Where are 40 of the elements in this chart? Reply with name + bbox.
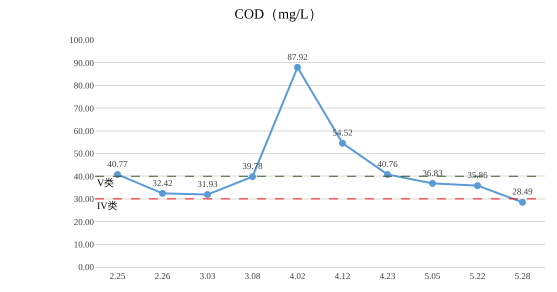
point [249,173,256,180]
data-label: 35.86 [467,170,488,180]
y-tick-label: 50.00 [74,148,94,159]
y-tick-label: 100.00 [69,35,94,46]
point [294,64,301,71]
point [429,180,436,187]
point [159,190,166,197]
x-tick-label: 4.12 [334,270,350,281]
data-label: 31.93 [197,178,218,189]
data-label: 36.83 [422,168,444,178]
point [519,198,526,206]
y-tick-label: 30.00 [74,194,94,204]
data-label: 28.49 [512,186,534,197]
y-tick-label: 20.00 [74,216,94,227]
data-label: 40.76 [377,158,398,169]
x-tick-label: 5.28 [514,270,531,281]
ref-line-label: IV类 [97,200,118,212]
x-tick-label: 4.23 [380,270,396,281]
x-tick-label: 3.08 [244,270,261,281]
x-tick-label: 5.05 [424,270,441,281]
x-tick-label: 4.02 [290,270,306,281]
y-tick-label: 60.00 [74,126,94,136]
data-label: 40.77 [107,158,128,169]
data-label: 87.92 [287,52,308,62]
chart-title: COD（mg/L） [234,8,322,23]
point [474,182,481,190]
x-tick-label: 3.03 [200,270,216,281]
point [204,191,211,198]
y-tick-label: 90.00 [74,58,94,68]
y-tick-label: 10.00 [74,239,94,250]
x-tick-label: 2.25 [110,270,126,281]
y-tick-label: 0.00 [78,262,94,272]
point [339,140,346,147]
y-tick-label: 40.00 [74,171,94,182]
data-label: 32.42 [152,178,173,188]
x-tick-label: 5.22 [470,270,486,281]
y-tick-label: 70.00 [74,103,94,114]
x-tick-label: 2.26 [154,270,171,281]
ref-line-label: V类 [97,177,114,189]
y-tick-label: 80.00 [74,80,94,91]
